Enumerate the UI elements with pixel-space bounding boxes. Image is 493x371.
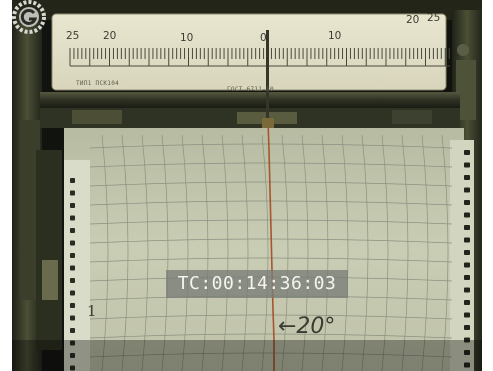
- sprocket-holes-right: [464, 150, 470, 368]
- scale-label-25-right: 25: [427, 12, 441, 24]
- video-frame: 25 20 10 0 10 20 25 ТИП1 ПСК104 ГОСТ 671…: [12, 0, 482, 371]
- scale-ticks: [69, 48, 450, 67]
- scale-model-text: ТИП1 ПСК104: [76, 80, 120, 87]
- sprocket-holes-left: [70, 178, 75, 371]
- logo-watermark-icon: [12, 0, 46, 34]
- temperature-annotation: ←20°: [278, 314, 336, 339]
- scale-label-0: 0: [260, 32, 267, 44]
- scale-gost-text: ГОСТ 6711-80: [227, 86, 274, 93]
- recorder-scene: [12, 0, 482, 371]
- chart-row-number: 1: [87, 302, 97, 320]
- scale-label-10-left: 10: [180, 32, 194, 44]
- pen-trace: [267, 119, 275, 371]
- recorder-needle: [266, 30, 269, 125]
- timecode-overlay: TC:00:14:36:03: [166, 270, 348, 298]
- timecode-text: TC:00:14:36:03: [177, 273, 337, 294]
- scale-label-10-right: 10: [328, 30, 342, 42]
- scale-label-25-left: 25: [66, 30, 80, 42]
- scale-label-20-left: 20: [103, 30, 117, 42]
- chart-paper: [64, 128, 464, 371]
- scale-label-20-right: 20: [406, 14, 420, 26]
- scale-plate: [51, 13, 447, 91]
